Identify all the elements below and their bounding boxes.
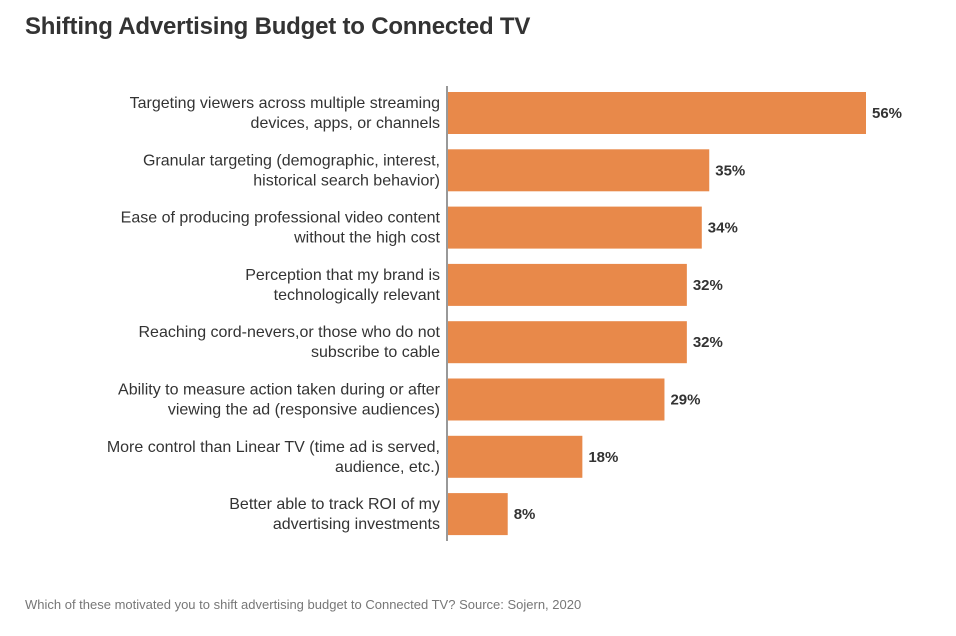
bar-value-label: 32% [693, 334, 723, 351]
bar-value-label: 56% [872, 105, 902, 122]
bar [448, 92, 866, 134]
category-label: Ability to measure action taken during o… [118, 382, 441, 399]
category-label: technologically relevant [274, 287, 441, 304]
chart-title: Shifting Advertising Budget to Connected… [25, 13, 531, 40]
bar-value-label: 29% [670, 392, 700, 409]
chart-footnote: Which of these motivated you to shift ad… [25, 597, 582, 612]
category-label: More control than Linear TV (time ad is … [107, 439, 440, 456]
bar-value-label: 32% [693, 277, 723, 294]
category-label: viewing the ad (responsive audiences) [168, 402, 440, 419]
bar-value-label: 34% [708, 220, 738, 237]
category-label: Better able to track ROI of my [229, 496, 440, 513]
bar [448, 206, 702, 249]
bar [448, 435, 583, 478]
category-label: historical search behavior) [253, 172, 440, 189]
bar [448, 263, 687, 306]
bar-value-label: 35% [715, 162, 745, 179]
bar [448, 493, 508, 536]
category-label: Ease of producing professional video con… [121, 210, 441, 227]
bar [448, 378, 665, 421]
bar [448, 321, 687, 364]
category-label: subscribe to cable [311, 344, 440, 361]
category-label: Perception that my brand is [245, 267, 440, 284]
category-label: Reaching cord-nevers,or those who do not [138, 324, 440, 341]
bar [448, 149, 710, 192]
category-label: audience, etc.) [335, 459, 440, 476]
category-label: without the high cost [293, 230, 440, 247]
category-label: Granular targeting (demographic, interes… [143, 152, 440, 169]
bar-value-label: 8% [514, 506, 536, 523]
category-label: advertising investments [273, 516, 440, 533]
bar-value-label: 18% [588, 449, 618, 466]
category-label: devices, apps, or channels [251, 115, 440, 132]
category-label: Targeting viewers across multiple stream… [130, 95, 440, 112]
